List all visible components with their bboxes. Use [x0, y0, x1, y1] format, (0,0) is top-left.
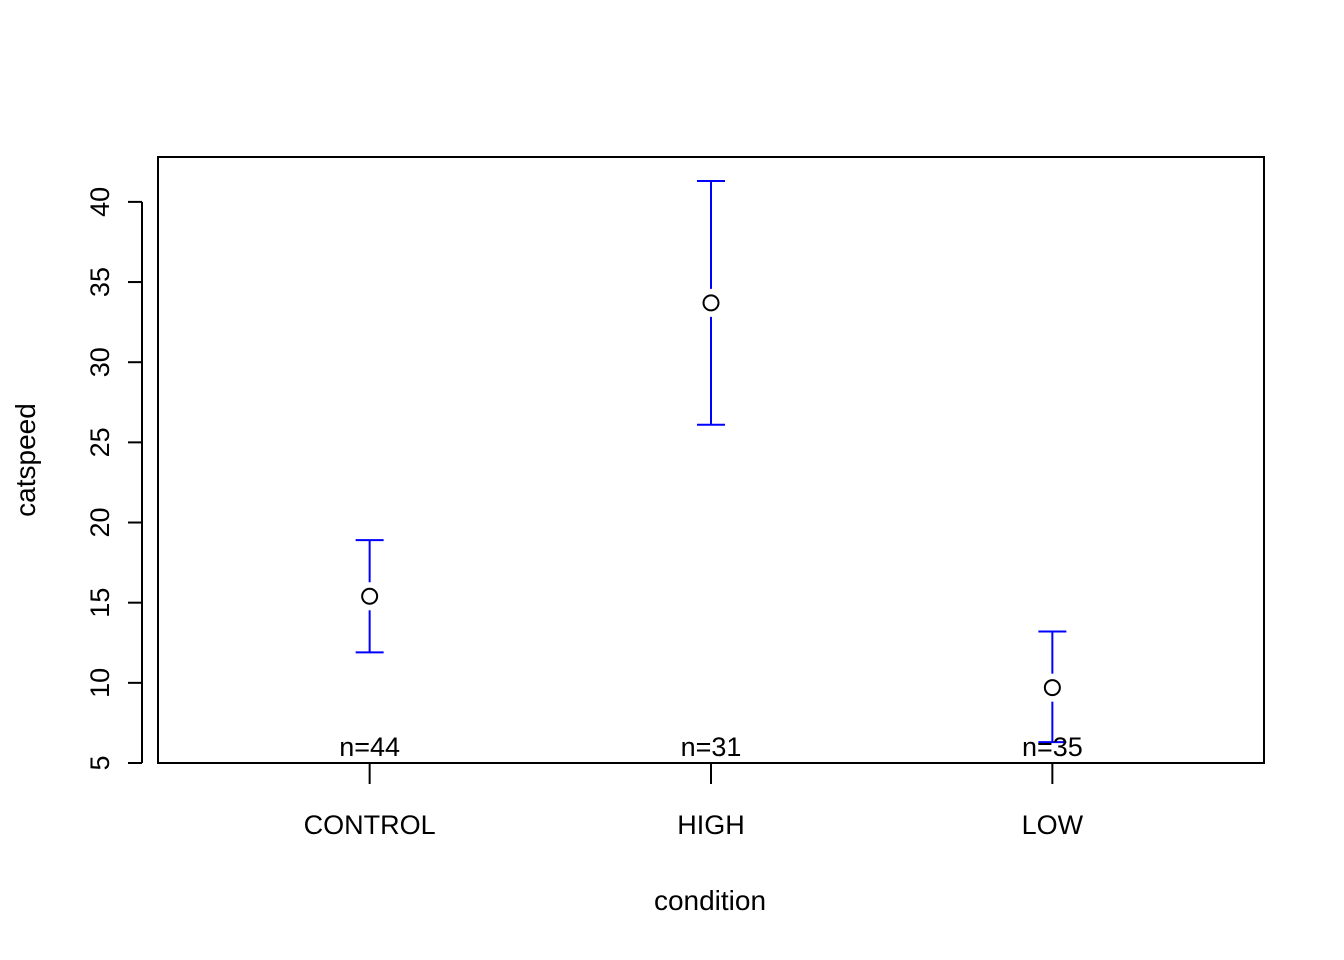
- n-label-control: n=44: [339, 732, 400, 762]
- x-axis-title: condition: [654, 885, 766, 916]
- y-tick-label: 30: [85, 347, 115, 377]
- n-label-low: n=35: [1022, 732, 1083, 762]
- y-tick-label: 20: [85, 508, 115, 538]
- n-labels: n=44 n=31 n=35: [339, 732, 1083, 762]
- y-tick-label: 15: [85, 588, 115, 618]
- mean-point-high: [702, 294, 720, 312]
- y-tick-label: 40: [85, 187, 115, 217]
- n-label-high: n=31: [681, 732, 742, 762]
- x-axis: CONTROL HIGH LOW: [304, 762, 1084, 840]
- y-tick-label: 10: [85, 668, 115, 698]
- x-tick-label: LOW: [1022, 810, 1084, 840]
- series-layer: [355, 180, 1067, 744]
- y-tick-label: 35: [85, 267, 115, 297]
- y-tick-label: 25: [85, 427, 115, 457]
- mean-point-control: [361, 587, 379, 605]
- x-tick-label: CONTROL: [304, 810, 436, 840]
- y-axis: 5 10 15 20 25 30 35 40: [85, 187, 143, 771]
- y-axis-title: catspeed: [10, 403, 41, 517]
- mean-point-low: [1043, 679, 1061, 697]
- x-tick-label: HIGH: [677, 810, 745, 840]
- y-tick-label: 5: [85, 755, 115, 770]
